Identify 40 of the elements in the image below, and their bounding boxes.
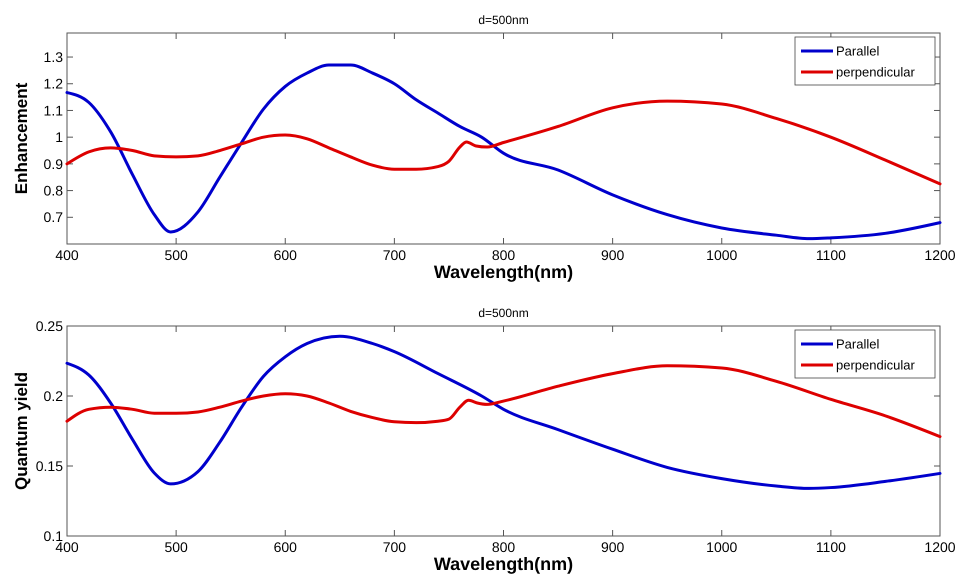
x-tick-label: 1000: [706, 247, 738, 263]
chart-title: d=500nm: [478, 13, 529, 27]
y-tick-label: 0.15: [36, 458, 64, 474]
x-tick-label: 800: [492, 539, 516, 555]
x-tick-label: 700: [382, 539, 406, 555]
line-series: [66, 334, 942, 490]
x-axis-title: Wavelength(nm): [434, 262, 574, 282]
x-tick-label: 1200: [924, 247, 956, 263]
legend-label: Parallel: [836, 44, 880, 59]
x-tick-label: 600: [274, 247, 298, 263]
x-tick-label: 800: [492, 247, 516, 263]
x-axis-title: Wavelength(nm): [434, 554, 574, 574]
y-tick-label: 0.7: [44, 209, 64, 226]
line-series: [66, 100, 942, 186]
y-tick-label: 0.8: [44, 182, 64, 198]
legend-label: perpendicular: [836, 358, 916, 373]
x-tick-label: 600: [274, 539, 298, 555]
x-tick-label: 1000: [706, 539, 738, 555]
legend-label: perpendicular: [836, 64, 916, 80]
y-tick-label: 0.2: [44, 388, 64, 404]
x-tick-label: 900: [600, 247, 625, 263]
y-tick-label: 1.3: [44, 48, 64, 65]
y-tick-label: 1.1: [44, 102, 64, 118]
y-axis-title: Enhancement: [12, 82, 31, 194]
x-tick-label: 900: [600, 539, 625, 555]
y-tick-label: 0.25: [36, 318, 64, 334]
y-tick-label: 0.9: [44, 156, 64, 172]
x-tick-label: 500: [164, 539, 188, 555]
chart-title: d=500nm: [478, 306, 529, 320]
legend-label: Parallel: [836, 336, 880, 352]
x-tick-label: 400: [55, 247, 79, 263]
x-tick-label: 700: [382, 247, 406, 263]
x-tick-label: 500: [164, 247, 188, 263]
y-axis-title: Quantum yield: [12, 372, 31, 490]
x-tick-label: 1100: [816, 539, 846, 555]
y-tick-label: 1: [55, 129, 64, 146]
x-tick-label: 1200: [924, 539, 956, 555]
x-tick-label: 1100: [816, 247, 846, 263]
line-series: [66, 64, 942, 240]
y-tick-label: 1.2: [44, 76, 64, 92]
